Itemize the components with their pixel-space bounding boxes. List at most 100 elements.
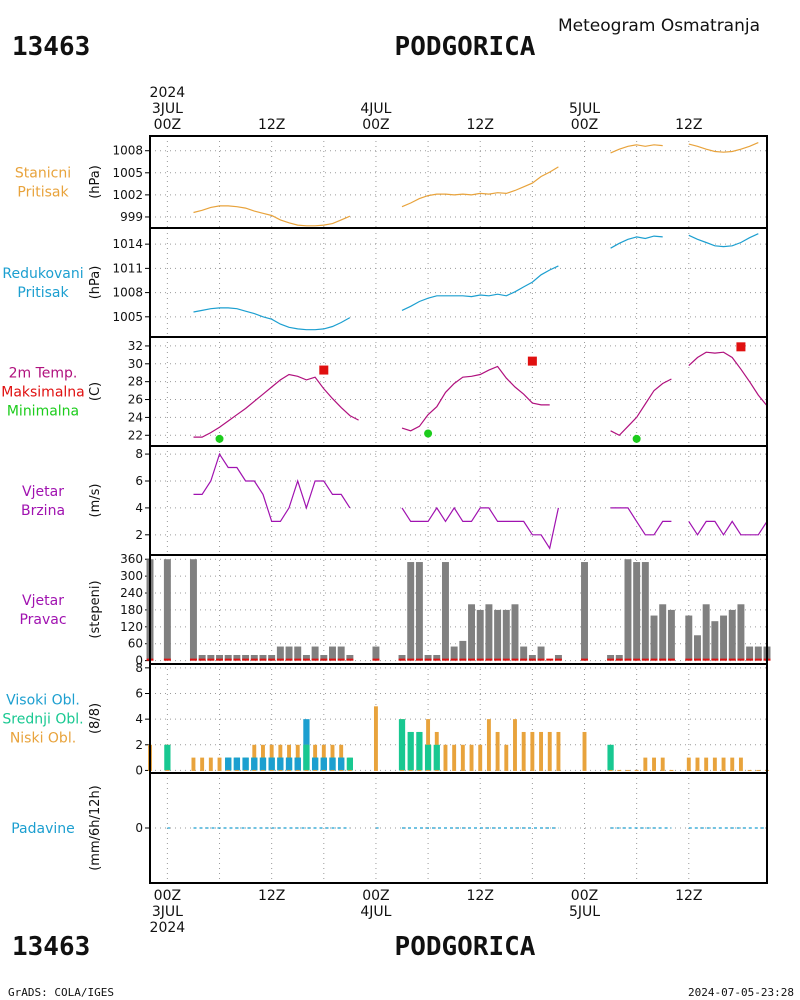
cloud-bar-low xyxy=(521,731,526,771)
direction-bar xyxy=(250,654,258,661)
top-time-label: 00Z xyxy=(362,117,389,133)
station-id-top: 13463 xyxy=(12,32,90,62)
panel-label: Vjetar xyxy=(22,593,64,609)
cloud-bar-mid xyxy=(433,744,440,771)
cloud-bar-high xyxy=(329,757,336,771)
panel-frame xyxy=(149,663,768,774)
series-line xyxy=(688,520,768,536)
panel-label: Redukovani xyxy=(2,266,83,282)
series-line xyxy=(193,373,359,438)
direction-bar xyxy=(511,604,519,661)
y-tick-label: 1011 xyxy=(112,261,143,275)
series-line xyxy=(610,507,672,536)
y-tick-label: 1005 xyxy=(112,166,143,180)
direction-bar xyxy=(728,609,736,661)
direction-bar xyxy=(337,646,345,661)
cloud-bar-high xyxy=(320,757,327,771)
min-temp-marker xyxy=(424,429,433,438)
panel-label: 2m Temp. xyxy=(9,366,78,382)
direction-bar xyxy=(302,654,310,661)
cloud-bar-low xyxy=(686,757,691,771)
direction-bar xyxy=(207,654,215,661)
min-temp-marker xyxy=(215,434,224,443)
direction-bar xyxy=(633,562,641,661)
cloud-bar-low xyxy=(191,757,196,771)
direction-bar xyxy=(711,621,719,661)
series-line xyxy=(193,452,351,522)
direction-bar xyxy=(702,604,710,661)
bottom-time-label: 00Z xyxy=(154,888,181,904)
bottom-time-label: 4JUL xyxy=(360,904,391,920)
panel-frame xyxy=(149,336,768,447)
direction-bar xyxy=(746,646,754,661)
cloud-bar-high xyxy=(242,757,249,771)
y-tick-label: 300 xyxy=(120,569,143,583)
direction-bar xyxy=(259,654,267,661)
direction-bar xyxy=(198,654,206,661)
direction-bar xyxy=(476,609,484,661)
direction-bar xyxy=(459,640,467,661)
cloud-bar-low xyxy=(513,719,517,771)
panel-label: Brzina xyxy=(21,503,65,519)
direction-bar xyxy=(468,604,476,661)
bottom-time-label: 00Z xyxy=(362,888,389,904)
y-tick-label: 26 xyxy=(128,393,143,407)
panel-frame xyxy=(149,227,768,338)
direction-bar xyxy=(520,646,528,661)
min-temp-marker xyxy=(632,434,641,443)
bottom-time-label: 2024 xyxy=(150,920,186,936)
cloud-bar-low xyxy=(443,744,448,771)
direction-bar xyxy=(641,562,649,661)
y-tick-label: 4 xyxy=(135,712,143,726)
max-temp-marker xyxy=(736,342,746,352)
unit-label: (m/s) xyxy=(88,484,103,518)
direction-bar xyxy=(224,654,232,661)
meteogram-subtitle: Meteogram Osmatranja xyxy=(558,16,760,36)
top-time-label: 12Z xyxy=(675,117,702,133)
y-tick-label: 999 xyxy=(120,210,143,224)
cloud-bar-low xyxy=(373,706,378,771)
unit-label: (C) xyxy=(88,382,103,401)
panel-label: Padavine xyxy=(11,821,75,837)
direction-bar xyxy=(685,615,693,661)
direction-bar xyxy=(268,654,276,661)
cloud-bar-low xyxy=(486,719,491,771)
series-line xyxy=(610,144,663,154)
cloud-bar-high xyxy=(251,757,258,771)
cloud-bar-low xyxy=(547,731,552,771)
series-line xyxy=(688,233,759,248)
direction-bar xyxy=(624,559,632,661)
top-time-label: 3JUL xyxy=(152,101,183,117)
cloud-bar-low xyxy=(252,744,257,771)
direction-bar xyxy=(311,646,319,661)
direction-bar xyxy=(502,609,510,661)
direction-bar xyxy=(450,646,458,661)
direction-bar xyxy=(485,604,493,661)
cloud-bar-mid xyxy=(346,757,354,771)
direction-bar xyxy=(754,646,762,661)
direction-bar xyxy=(650,615,658,661)
direction-bar xyxy=(407,562,415,661)
station-name-top: PODGORICA xyxy=(395,32,536,62)
y-tick-label: 28 xyxy=(128,375,143,389)
cloud-bar-low xyxy=(695,757,700,771)
cloud-bar-high xyxy=(268,757,275,771)
unit-label: (stepeni) xyxy=(88,580,103,638)
series-line xyxy=(401,166,559,208)
cloud-bar-low xyxy=(278,744,283,771)
direction-bar xyxy=(233,654,241,661)
panel-label: Stanicni xyxy=(15,166,71,182)
panel-label: Srednji Obl. xyxy=(2,712,83,728)
cloud-bar-high xyxy=(233,757,241,771)
panel-label: Minimalna xyxy=(7,404,79,420)
direction-bar xyxy=(441,562,449,661)
cloud-bar-low xyxy=(660,757,665,771)
panel-frame xyxy=(149,445,768,556)
cloud-bar-low xyxy=(469,744,474,771)
cloud-bar-low xyxy=(460,744,465,771)
cloud-bar-low xyxy=(556,731,561,771)
panel-label: Vjetar xyxy=(22,484,64,500)
series-line xyxy=(401,365,550,432)
y-tick-label: 360 xyxy=(120,552,143,566)
